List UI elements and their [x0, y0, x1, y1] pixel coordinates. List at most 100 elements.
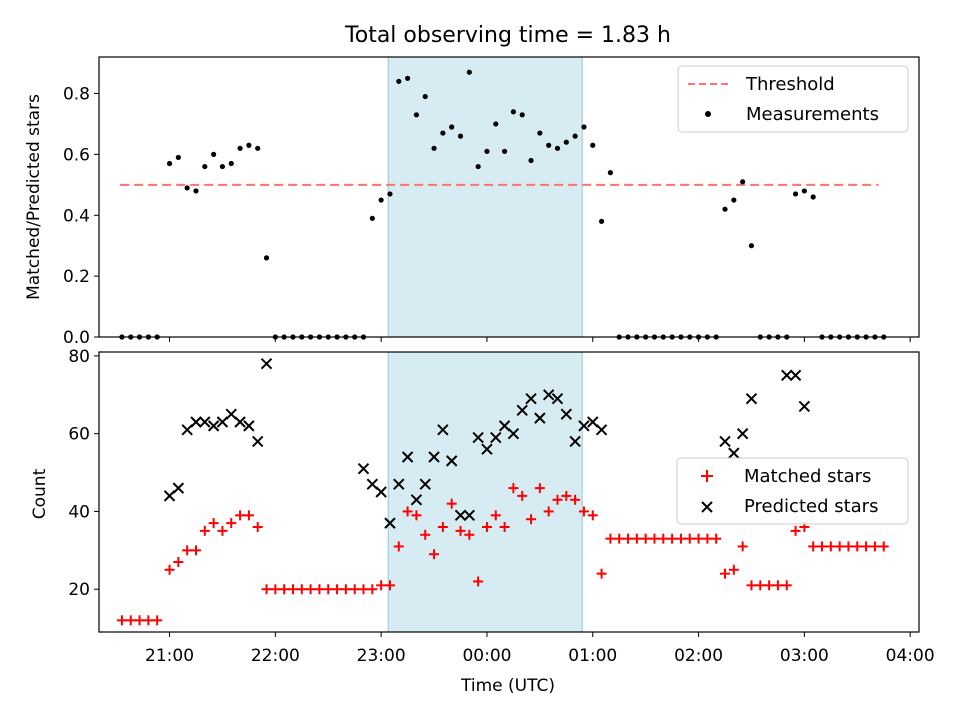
predicted-star-point: [199, 416, 211, 428]
matched-star-point: [869, 541, 880, 552]
measurement-point: [255, 145, 261, 151]
matched-star-point: [720, 568, 731, 579]
matched-star-point: [570, 494, 581, 505]
figure-title: Total observing time = 1.83 h: [344, 23, 671, 48]
predicted-star-point: [243, 420, 255, 432]
matched-star-point: [411, 510, 422, 521]
matched-star-point: [578, 506, 589, 517]
bottom-axes: 20 40 60 80 21:00 22:00 23:00 00:00 01:00 02:00 0…: [30, 347, 935, 696]
y-tick-label: 60: [68, 425, 90, 445]
predicted-stars-points: [163, 357, 811, 529]
legend-measurements-swatch: [705, 111, 711, 117]
matched-star-point: [134, 615, 145, 626]
measurement-point: [581, 124, 587, 130]
measurement-point: [378, 197, 384, 203]
matched-star-point: [490, 510, 501, 521]
predicted-star-point: [445, 455, 458, 467]
predicted-star-point: [525, 392, 537, 405]
matched-star-point: [340, 584, 351, 595]
matched-star-point: [376, 580, 387, 591]
predicted-star-point: [490, 431, 502, 444]
measurement-point: [572, 133, 578, 139]
matched-star-point: [349, 584, 360, 595]
predicted-star-point: [542, 389, 555, 401]
predicted-star-point: [384, 517, 396, 529]
legend-matched-swatch: [701, 470, 713, 482]
measurement-point: [184, 185, 190, 191]
predicted-star-point: [428, 451, 440, 463]
measurement-point: [396, 78, 402, 84]
predicted-star-point: [437, 424, 449, 436]
measurement-point: [228, 160, 234, 167]
measurement-point: [590, 142, 596, 148]
bottom-y-axis-label: Count: [30, 468, 50, 519]
predicted-star-point: [375, 486, 387, 498]
matched-star-point: [217, 525, 228, 536]
predicted-star-point: [551, 392, 564, 405]
predicted-star-point: [745, 392, 758, 405]
top-y-ticks: 0.0 0.2 0.4 0.6 0.8: [63, 85, 99, 348]
legend-matched-label: Matched stars: [744, 466, 871, 487]
matched-star-point: [517, 490, 528, 501]
x-tick-label: 02:00: [674, 646, 723, 666]
measurement-point: [493, 121, 499, 127]
measurement-point: [431, 145, 437, 151]
measurement-point: [175, 154, 181, 161]
matched-star-point: [358, 584, 369, 595]
measurement-point: [166, 160, 173, 167]
matched-star-point: [790, 525, 801, 536]
measurement-point: [484, 148, 490, 154]
measurement-point: [519, 112, 525, 118]
legend-measurements-label: Measurements: [746, 104, 879, 125]
y-tick-label: 0.8: [63, 85, 90, 105]
predicted-star-point: [481, 443, 493, 455]
measurement-point: [405, 75, 411, 81]
predicted-star-point: [728, 447, 740, 459]
matched-star-point: [878, 541, 889, 552]
shaded-interval-bottom: [387, 351, 583, 633]
bottom-legend: Matched stars Predicted stars: [676, 457, 909, 525]
measurement-point: [422, 93, 428, 100]
predicted-star-point: [736, 427, 749, 440]
predicted-star-point: [207, 420, 220, 432]
x-tick-label: 21:00: [145, 646, 194, 666]
matched-star-point: [152, 615, 163, 626]
measurement-point: [246, 142, 252, 148]
matched-star-point: [261, 584, 272, 595]
legend-predicted-swatch: [701, 501, 713, 513]
matched-star-point: [693, 533, 704, 544]
matched-star-point: [614, 533, 625, 544]
top-x-ticks: [169, 337, 911, 342]
predicted-star-point: [534, 412, 546, 424]
predicted-star-point: [410, 494, 423, 506]
measurement-point: [440, 130, 446, 136]
matched-star-point: [473, 576, 484, 587]
matched-star-point: [125, 615, 136, 626]
measurement-point: [457, 133, 464, 139]
matched-star-point: [526, 514, 537, 525]
measurement-point: [263, 255, 270, 261]
matched-star-point: [499, 522, 510, 532]
predicted-star-point: [569, 435, 581, 448]
measurement-point: [369, 215, 375, 221]
matched-star-point: [711, 533, 722, 544]
top-y-axis-label: Matched/Predicted stars: [24, 94, 44, 300]
matched-star-point: [208, 518, 219, 529]
measurement-point: [413, 112, 420, 118]
matched-star-point: [702, 533, 713, 544]
measurement-point: [466, 69, 472, 75]
matched-star-point: [182, 545, 193, 556]
matched-star-point: [808, 541, 819, 552]
top-legend: Threshold Measurements: [677, 65, 909, 133]
predicted-star-point: [595, 424, 608, 436]
measurement-point: [202, 163, 208, 170]
matched-star-point: [173, 557, 184, 567]
measurement-point: [501, 148, 508, 154]
measurement-point: [554, 145, 561, 151]
matched-star-point: [852, 541, 863, 552]
measurement-point: [537, 130, 543, 136]
measurement-point: [475, 163, 481, 170]
matched-star-point: [640, 533, 651, 544]
y-tick-label: 0.0: [63, 328, 90, 348]
predicted-star-point: [516, 404, 528, 417]
